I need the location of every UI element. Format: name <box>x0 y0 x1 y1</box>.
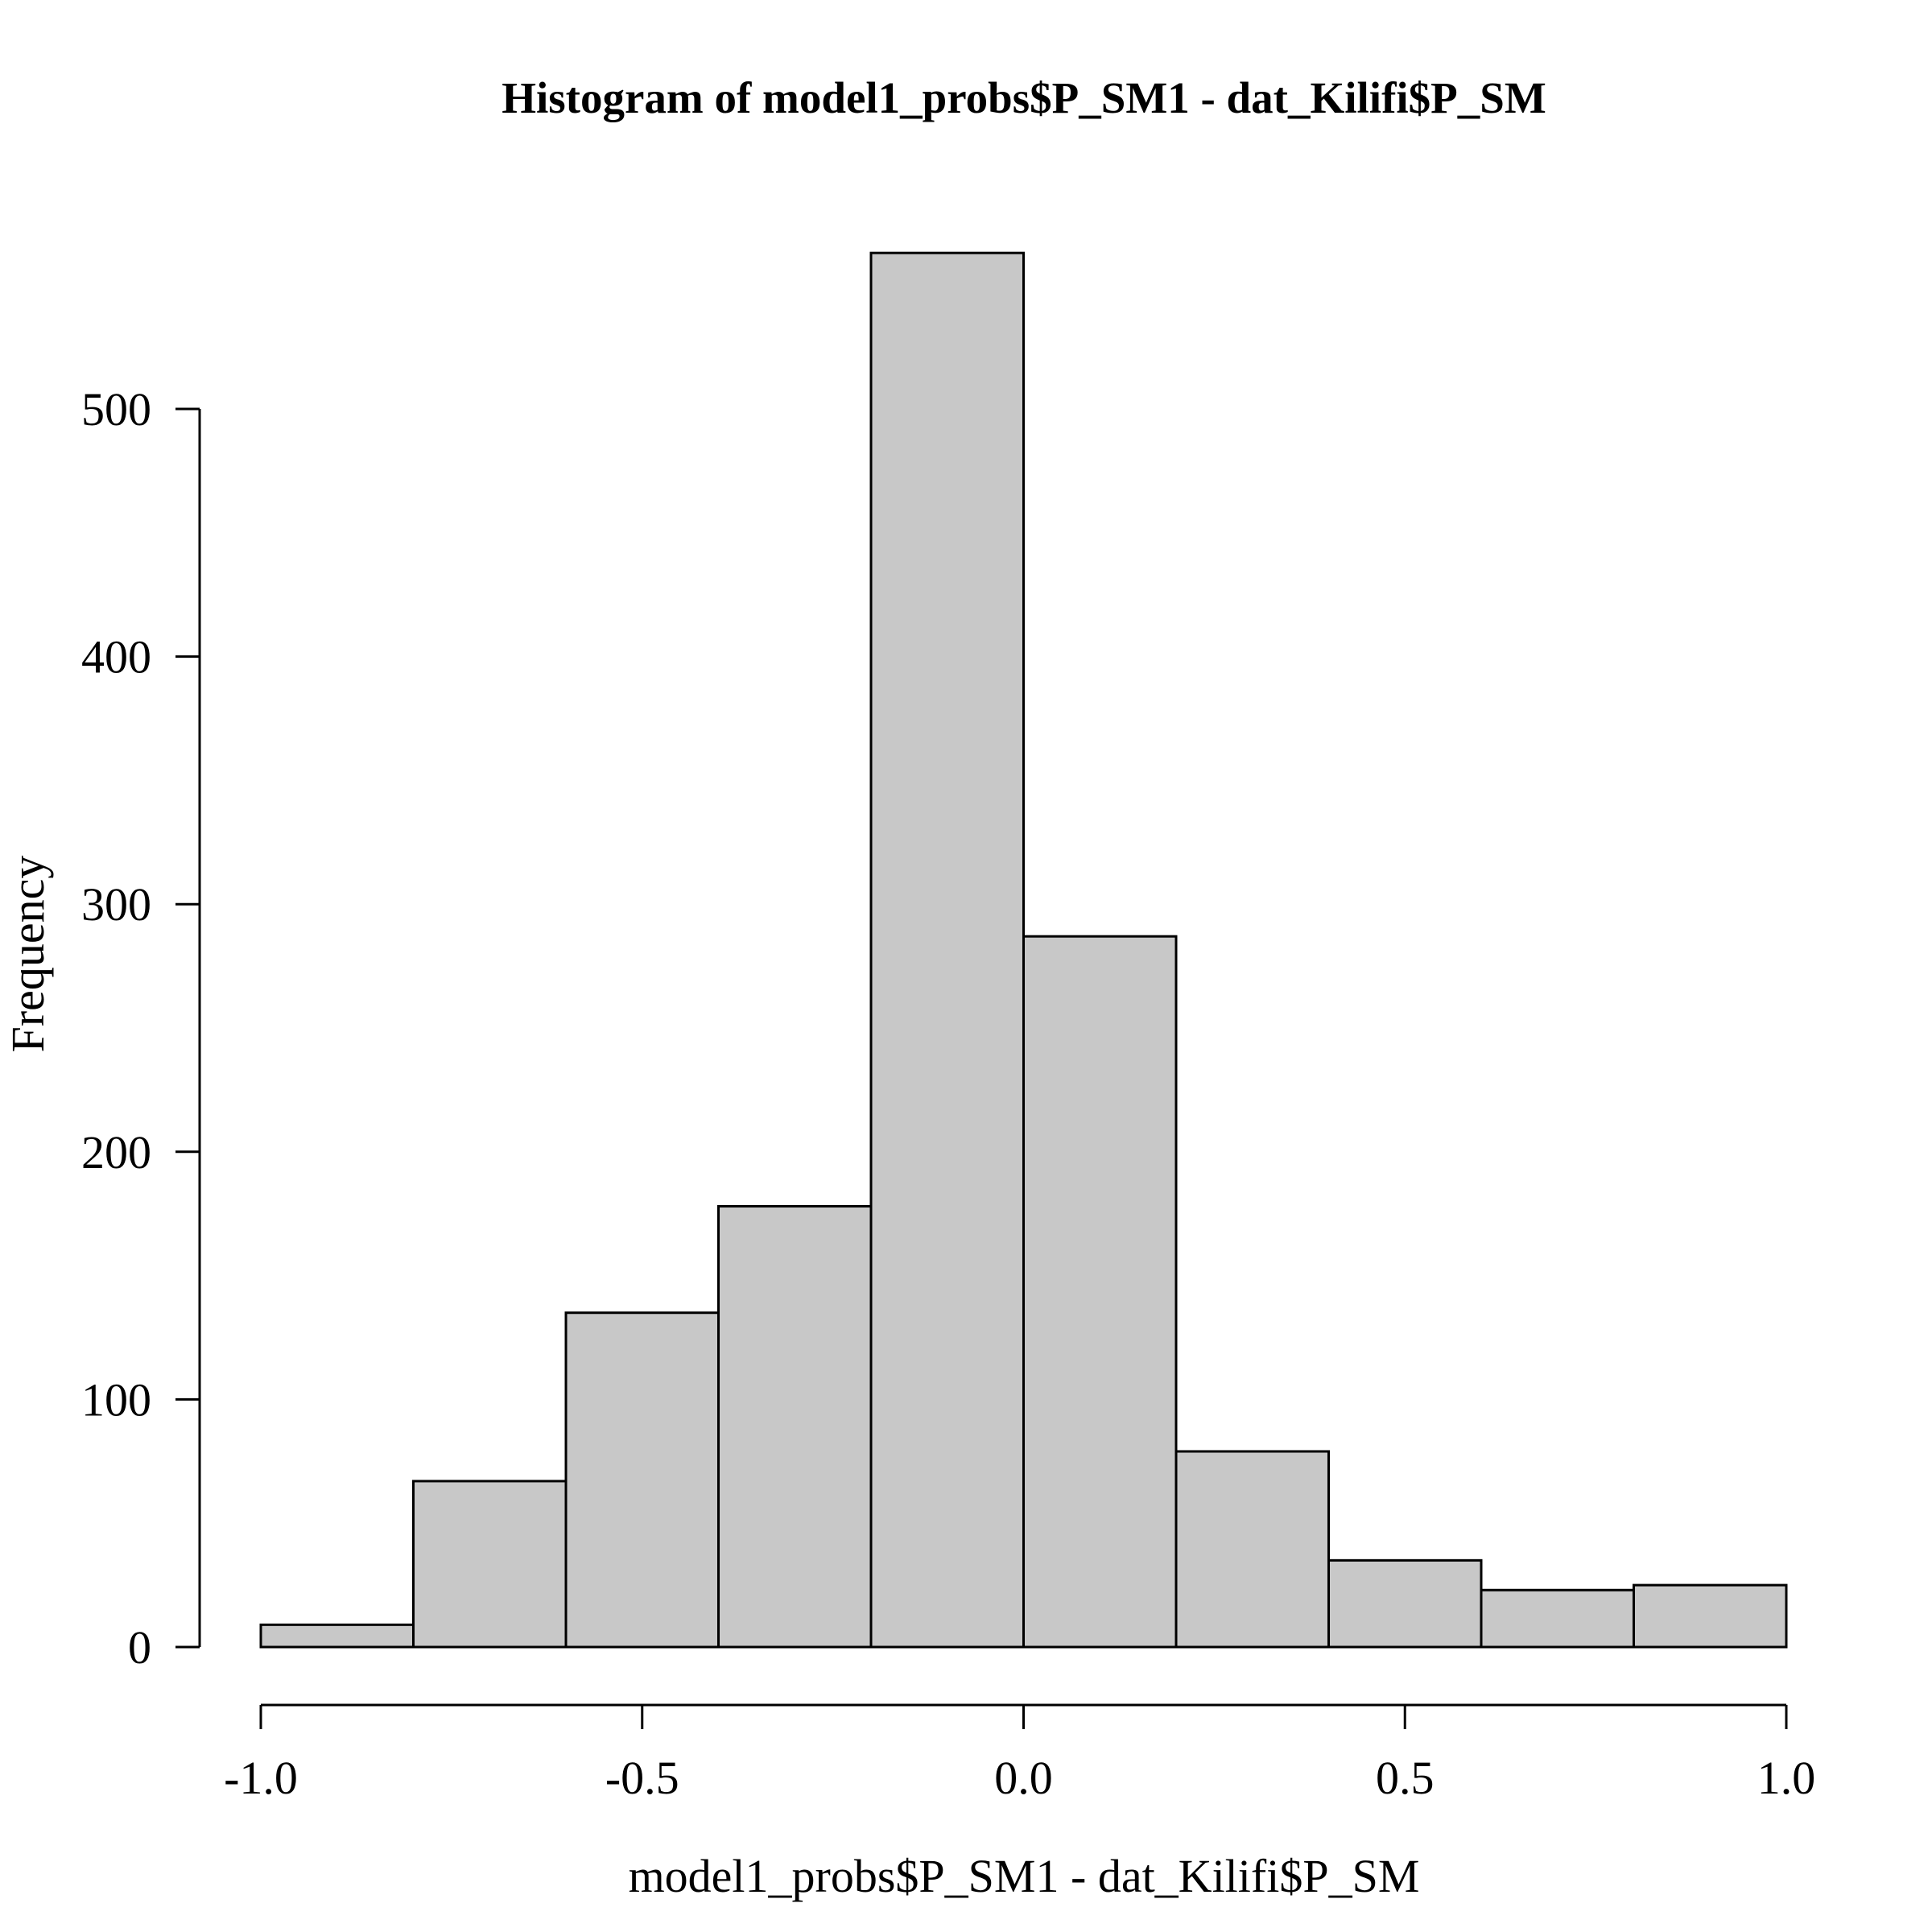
histogram-bar-7 <box>1174 1450 1330 1649</box>
histogram-bar-8 <box>1327 1558 1483 1649</box>
histogram-bar-1 <box>259 1623 415 1649</box>
bars-group <box>259 251 1788 1649</box>
histogram-bar-4 <box>717 1204 873 1649</box>
y-tick-label-300: 300 <box>81 878 151 931</box>
x-tick-label--1.0: -1.0 <box>224 1752 298 1804</box>
x-tick-label-1.0: 1.0 <box>1757 1752 1816 1804</box>
y-tick-label-500: 500 <box>81 383 151 436</box>
histogram-bar-3 <box>564 1311 720 1649</box>
y-tick-label-400: 400 <box>81 631 151 683</box>
y-axis-label: Frequency <box>2 856 54 1053</box>
x-tick-label-0.0: 0.0 <box>994 1752 1053 1804</box>
x-tick-label--0.5: -0.5 <box>605 1752 679 1804</box>
histogram-bar-10 <box>1633 1583 1788 1649</box>
x-tick-label-0.5: 0.5 <box>1376 1752 1435 1804</box>
histogram-bar-2 <box>412 1480 568 1649</box>
x-axis: -1.0 -0.5 0.0 0.5 1.0 <box>224 1703 1816 1804</box>
histogram-bar-9 <box>1480 1588 1635 1649</box>
x-axis-label: model1_probs$P_SM1 - dat_Kilifi$P_SM <box>629 1850 1420 1902</box>
y-tick-label-200: 200 <box>81 1126 151 1179</box>
y-tick-label-0: 0 <box>128 1621 151 1674</box>
chart-title: Histogram of model1_probs$P_SM1 - dat_Ki… <box>502 73 1546 122</box>
histogram-bar-6 <box>1022 935 1178 1649</box>
histogram-bar-5 <box>869 251 1025 1649</box>
y-tick-label-100: 100 <box>81 1373 151 1426</box>
y-axis: 0 100 200 300 400 500 <box>81 383 201 1674</box>
